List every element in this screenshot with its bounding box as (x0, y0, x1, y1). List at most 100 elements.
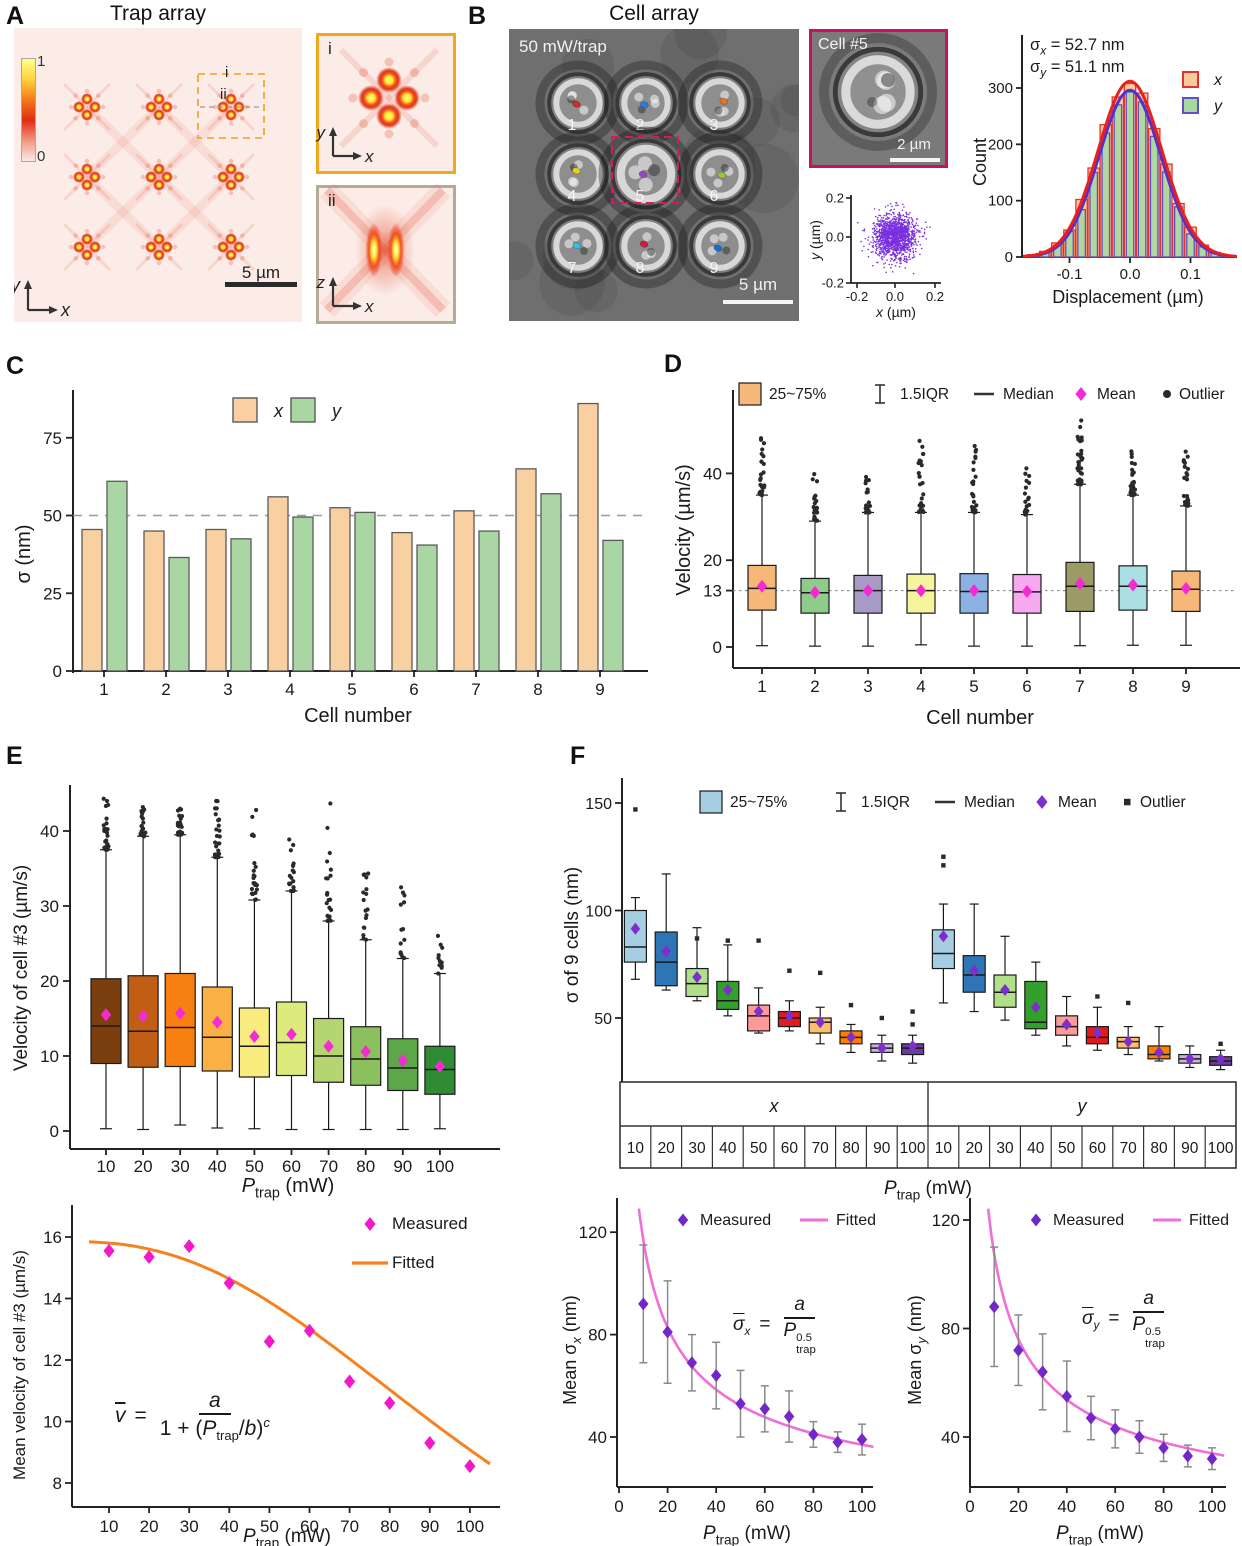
svg-text:80: 80 (356, 1157, 375, 1176)
box-group-cell-7: 7 (1065, 418, 1095, 696)
scalebar-label-a: 5 µm (241, 263, 281, 282)
svg-text:50: 50 (245, 1157, 264, 1176)
svg-text:x (µm): x (µm) (875, 304, 916, 320)
box-group-power-80: 80 (350, 871, 382, 1176)
svg-text:Cell number: Cell number (926, 707, 1034, 729)
svg-text:50: 50 (43, 507, 62, 526)
svg-text:40: 40 (208, 1157, 227, 1176)
svg-text:70: 70 (319, 1157, 338, 1176)
diffraction-streaks (83, 103, 235, 251)
panel-d-label: D (664, 350, 683, 378)
formula-v-num: a (198, 1388, 231, 1416)
svg-text:90: 90 (1181, 1140, 1199, 1157)
svg-text:Mean: Mean (1097, 386, 1136, 403)
svg-text:200: 200 (988, 136, 1013, 153)
panel-a-label: A (6, 2, 25, 30)
box-y-50 (1055, 995, 1079, 1047)
trap-spot (134, 152, 184, 202)
panel-c-label: C (6, 352, 25, 380)
svg-text:60: 60 (282, 1157, 301, 1176)
svg-text:1: 1 (99, 680, 108, 699)
cell5-inset: Cell #5 2 µm (809, 29, 948, 168)
bar-group-cell-5: 5 (329, 507, 376, 699)
svg-text:20: 20 (966, 1140, 984, 1157)
box-group-cell-9: 9 (1171, 449, 1201, 696)
svg-text:50: 50 (260, 1517, 279, 1536)
svg-text:100: 100 (848, 1497, 876, 1516)
panel-f-label: F (570, 742, 586, 770)
svg-text:y: y (1213, 98, 1223, 115)
svg-text:9: 9 (710, 260, 719, 277)
colorbar-min-label: 0 (37, 148, 46, 165)
trap-displacement-scatter: 0.20.0-0.2-0.2 0.0 0.2y (µm)x (µm) (807, 191, 944, 321)
trap-spot (62, 152, 112, 202)
trap-spot (134, 222, 184, 272)
svg-text:40: 40 (1027, 1140, 1045, 1157)
svg-text:20: 20 (658, 1497, 677, 1516)
trapped-cell: 4 (535, 131, 621, 217)
trap-spot (62, 82, 112, 132)
box-y-10 (931, 854, 955, 1004)
svg-text:40: 40 (707, 1497, 726, 1516)
svg-text:0: 0 (713, 638, 722, 657)
svg-text:-0.2: -0.2 (822, 276, 844, 291)
fit-legend: Measured Fitted (352, 1214, 468, 1272)
svg-text:2: 2 (810, 677, 819, 696)
axes-a: yx (14, 275, 71, 320)
svg-text:Mean: Mean (1058, 794, 1097, 811)
svg-text:80: 80 (842, 1140, 860, 1157)
svg-text:50: 50 (750, 1140, 768, 1157)
svg-text:40: 40 (703, 464, 722, 483)
bar-group-cell-8: 8 (515, 468, 562, 699)
box-group-power-50: 50 (238, 807, 270, 1176)
svg-text:80: 80 (804, 1497, 823, 1516)
sigma-y-formula: σy = a P 0.5 trap (1082, 1288, 1165, 1350)
svg-text:150: 150 (585, 796, 612, 813)
svg-text:80: 80 (1154, 1497, 1173, 1516)
box-group-cell-4: 4 (906, 438, 936, 696)
fit-legend: Measured Fitted (1030, 1212, 1229, 1229)
svg-text:7: 7 (1075, 677, 1084, 696)
svg-text:14: 14 (43, 1290, 62, 1309)
scalebar-label-cell5: 2 µm (897, 136, 931, 153)
scalebar-cell5 (890, 158, 940, 162)
svg-text:10: 10 (627, 1140, 645, 1157)
svg-text:Count: Count (970, 138, 990, 186)
svg-text:10: 10 (100, 1517, 119, 1536)
svg-text:10: 10 (97, 1157, 116, 1176)
svg-text:-0.2: -0.2 (846, 289, 868, 304)
fitted-curve (637, 1208, 874, 1449)
svg-text:8: 8 (53, 1474, 62, 1493)
box-group-power-30: 30 (164, 806, 196, 1176)
svg-text:300: 300 (988, 80, 1013, 97)
power-label: 50 mW/trap (519, 37, 607, 56)
box-group-power-70: 70 (313, 801, 345, 1176)
svg-text:Measured: Measured (700, 1212, 771, 1229)
box-x-50 (747, 938, 771, 1034)
svg-text:20: 20 (703, 551, 722, 570)
box-group-cell-8: 8 (1118, 449, 1148, 696)
trap-spot (206, 222, 256, 272)
svg-text:Ptrap (mW): Ptrap (mW) (884, 1178, 972, 1202)
axes-ai: yx (316, 123, 375, 166)
svg-text:6: 6 (409, 680, 418, 699)
svg-text:0: 0 (53, 662, 62, 681)
cell-array-image: 1 2 3 4 5 6 7 8 9 50 mW/trap 5 µm (509, 29, 799, 321)
box-group-power-90: 90 (387, 885, 419, 1176)
svg-text:3: 3 (223, 680, 232, 699)
svg-text:Mean σx (nm): Mean σx (nm) (560, 1295, 584, 1405)
svg-text:Ptrap (mW): Ptrap (mW) (242, 1175, 335, 1202)
hist-series-y (1028, 91, 1232, 258)
bar-group-cell-4: 4 (267, 496, 314, 699)
box-group-power-60: 60 (275, 837, 308, 1176)
svg-text:Cell number: Cell number (304, 705, 412, 727)
svg-text:1.5IQR: 1.5IQR (900, 386, 949, 403)
panel-e-label: E (6, 742, 23, 770)
trap-array-graphic: yx (14, 73, 265, 320)
box-group-cell-3: 3 (853, 474, 883, 696)
svg-text:0: 0 (1005, 249, 1013, 266)
box-y-20 (962, 903, 986, 1013)
